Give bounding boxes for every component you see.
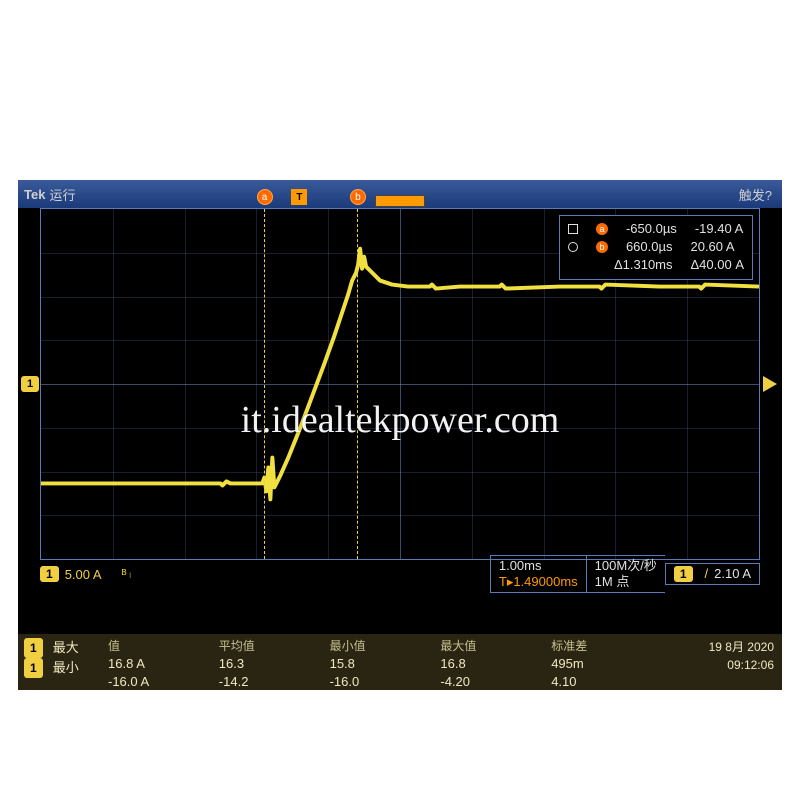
measurement-value: 15.8 xyxy=(330,655,441,673)
cursor-a-line[interactable]: a xyxy=(264,209,265,559)
meas-name-min: 最小 xyxy=(53,658,79,678)
measurement-value: -14.2 xyxy=(219,673,330,691)
horizontal-delay: 1.49000ms xyxy=(513,574,577,589)
cursor-b-line[interactable]: b xyxy=(357,209,358,559)
trigger-level-arrow-icon[interactable] xyxy=(763,376,777,392)
trigger-status: 触发? xyxy=(739,185,772,204)
horizontal-scale: 1.00ms xyxy=(499,558,578,574)
waveform-graticule[interactable]: a T b a -650.0µs -19.40 A b 660.0µs 20.6… xyxy=(40,208,760,560)
measurement-column-header: 最小值 xyxy=(330,638,441,655)
circle-symbol-icon xyxy=(568,242,578,252)
measurement-row-max[interactable]: 1 最大 xyxy=(24,638,102,658)
measurement-value: -4.20 xyxy=(440,673,551,691)
measurement-column-header: 最大值 xyxy=(440,638,551,655)
measurement-column: 最大值16.8-4.20 xyxy=(440,638,551,686)
trigger-level: 2.10 A xyxy=(714,566,751,582)
sample-rate: 100M次/秒 xyxy=(595,558,657,574)
measurement-value: -16.0 A xyxy=(108,673,219,691)
measurements-panel: 1 最大 1 最小 值16.8 A-16.0 A平均值16.3-14.2最小值1… xyxy=(18,634,782,690)
measurement-column: 最小值15.8-16.0 xyxy=(330,638,441,686)
measurement-value: 16.3 xyxy=(219,655,330,673)
trigger-readout[interactable]: 1 / 2.10 A xyxy=(665,563,760,585)
meas-ch-badge: 1 xyxy=(24,638,43,658)
measurement-value: 4.10 xyxy=(551,673,662,691)
timebase-readout[interactable]: 1.00ms T▸1.49000ms xyxy=(490,555,587,592)
cursor-a-value: -19.40 A xyxy=(695,220,743,238)
measurement-column: 平均值16.3-14.2 xyxy=(219,638,330,686)
measurement-column-header: 平均值 xyxy=(219,638,330,655)
cursor-delta-value: Δ40.00 A xyxy=(691,256,745,274)
measurement-value: -16.0 xyxy=(330,673,441,691)
trigger-position-marker[interactable]: T xyxy=(291,189,307,205)
bandwidth-icon: ᴮ꤯ xyxy=(122,567,134,581)
date-label: 19 8月 2020 xyxy=(670,638,774,656)
measurement-column-header: 标准差 xyxy=(551,638,662,655)
cursor-a-icon: a xyxy=(596,223,608,235)
measurement-value: 495m xyxy=(551,655,662,673)
run-status: 运行 xyxy=(49,185,75,204)
acquisition-readout[interactable]: 100M次/秒 1M 点 xyxy=(587,555,665,592)
cursor-readout-panel: a -650.0µs -19.40 A b 660.0µs 20.60 A Δ1… xyxy=(559,215,753,280)
measurement-columns: 值16.8 A-16.0 A平均值16.3-14.2最小值15.8-16.0最大… xyxy=(108,634,662,690)
oscilloscope-frame: Tek 运行 触发? a T b a -650.0µs -19.4 xyxy=(18,180,782,634)
measurement-column-header: 值 xyxy=(108,638,219,655)
meas-ch-badge: 1 xyxy=(24,658,43,678)
measurement-column: 值16.8 A-16.0 A xyxy=(108,638,219,686)
time-label: 09:12:06 xyxy=(670,656,774,674)
ch1-vertical-scale[interactable]: 5.00 A xyxy=(65,567,102,582)
acquisition-window-marker xyxy=(375,195,425,207)
delay-prefix: T xyxy=(499,574,507,589)
cursor-b-time: 660.0µs xyxy=(626,238,673,256)
datetime-readout: 19 8月 2020 09:12:06 xyxy=(662,634,782,690)
meas-name-max: 最大 xyxy=(53,638,79,658)
cursor-b-marker[interactable]: b xyxy=(350,189,366,205)
trigger-edge-icon: / xyxy=(705,566,709,582)
measurement-value: 16.8 xyxy=(440,655,551,673)
cursor-b-value: 20.60 A xyxy=(690,238,734,256)
brand-label: Tek xyxy=(24,187,45,202)
cursor-b-icon: b xyxy=(596,241,608,253)
ch1-badge[interactable]: 1 xyxy=(40,566,59,582)
measurement-names: 1 最大 1 最小 xyxy=(18,634,108,690)
cursor-a-marker[interactable]: a xyxy=(257,189,273,205)
measurement-column: 标准差495m4.10 xyxy=(551,638,662,686)
cursor-a-time: -650.0µs xyxy=(626,220,677,238)
record-length: 1M 点 xyxy=(595,574,657,590)
trigger-source-badge: 1 xyxy=(674,566,693,582)
square-symbol-icon xyxy=(568,224,578,234)
cursor-delta-time: Δ1.310ms xyxy=(614,256,673,274)
ch1-ground-marker[interactable]: 1 xyxy=(21,376,39,392)
bottom-info-bar: 1 5.00 A ᴮ꤯ 1.00ms T▸1.49000ms 100M次/秒 1… xyxy=(40,560,760,588)
measurement-value: 16.8 A xyxy=(108,655,219,673)
measurement-row-min[interactable]: 1 最小 xyxy=(24,658,102,678)
